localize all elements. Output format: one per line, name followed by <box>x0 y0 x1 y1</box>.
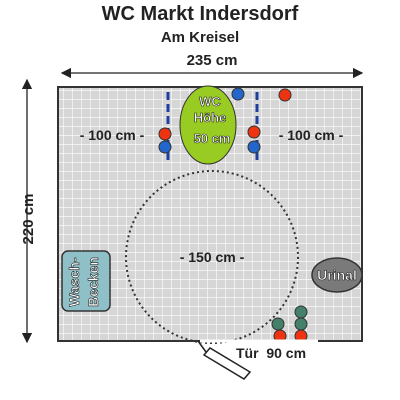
door-label: Tür 90 cm <box>236 345 306 361</box>
toilet-label-line1: WC <box>199 94 221 109</box>
width-label: 235 cm <box>187 52 238 69</box>
toilet-label-line2: Höhe <box>194 110 227 125</box>
toilet-label-line3: 50 cm <box>194 131 231 146</box>
marker-green-door-2 <box>294 317 308 331</box>
marker-blue-top <box>231 87 245 101</box>
marker-red-top-right <box>278 88 292 102</box>
sink-label-line2: Becken <box>85 257 101 307</box>
marker-green-door-1 <box>294 305 308 319</box>
toilet <box>179 85 237 165</box>
height-label: 220 cm <box>20 194 37 245</box>
sink <box>61 250 111 312</box>
turning-circle <box>125 170 299 344</box>
marker-red-left-top <box>158 127 172 141</box>
door-swing-icon <box>197 340 252 380</box>
urinal-label: Urinal <box>317 267 357 283</box>
marker-green-door-3 <box>271 317 285 331</box>
page-title: WC Markt Indersdorf <box>101 3 299 25</box>
marker-blue-right <box>247 140 261 154</box>
urinal <box>311 257 363 293</box>
marker-blue-left <box>158 140 172 154</box>
right-clearance-label: - 100 cm - <box>279 127 344 143</box>
sink-label-line1: Wasch- <box>66 257 82 307</box>
page-subtitle: Am Kreisel <box>160 29 240 46</box>
left-clearance-label: - 100 cm - <box>80 127 145 143</box>
marker-red-right <box>247 125 261 139</box>
turning-circle-label: - 150 cm - <box>180 249 245 265</box>
